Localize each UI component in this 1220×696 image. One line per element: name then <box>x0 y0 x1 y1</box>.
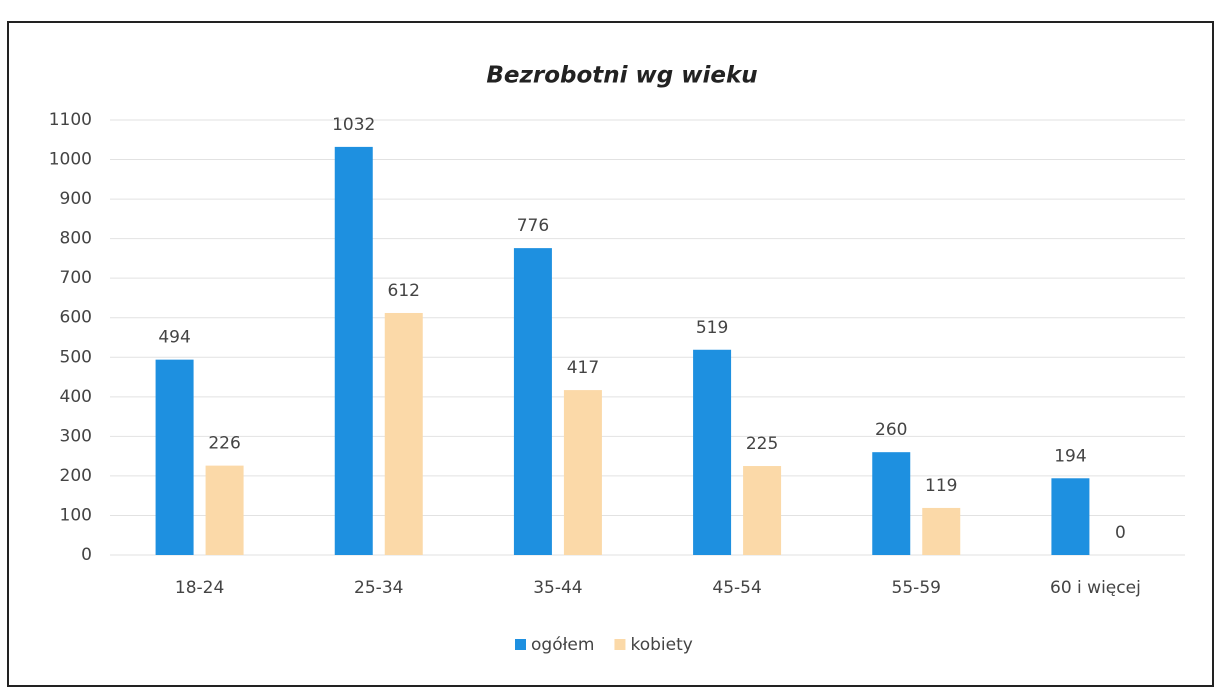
data-label: 417 <box>567 358 599 378</box>
legend-label: ogółem <box>531 635 594 655</box>
data-label: 612 <box>388 281 420 301</box>
bar <box>205 465 244 555</box>
chart-title: Bezrobotni wg wieku <box>486 63 757 89</box>
bar <box>922 507 961 555</box>
data-label: 194 <box>1054 446 1086 466</box>
data-label: 225 <box>746 434 778 454</box>
data-label: 260 <box>875 420 907 440</box>
y-tick-label: 500 <box>60 347 92 367</box>
bar <box>384 312 423 555</box>
bar <box>872 452 911 555</box>
y-tick-label: 200 <box>60 466 92 486</box>
y-tick-label: 1000 <box>49 150 92 170</box>
y-tick-label: 400 <box>60 387 92 407</box>
bar <box>513 248 552 556</box>
y-tick-label: 0 <box>81 545 92 565</box>
data-label: 494 <box>158 328 190 348</box>
chart-frame <box>7 21 1214 687</box>
x-tick-label: 35-44 <box>533 578 582 598</box>
bar <box>334 146 373 555</box>
y-tick-label: 300 <box>60 426 92 446</box>
bar <box>563 390 602 555</box>
x-tick-label: 45-54 <box>712 578 761 598</box>
x-tick-label: 25-34 <box>354 578 403 598</box>
bar <box>155 359 194 555</box>
data-label: 226 <box>208 434 240 454</box>
y-tick-label: 600 <box>60 308 92 328</box>
y-tick-label: 900 <box>60 189 92 209</box>
bar <box>693 349 732 555</box>
x-tick-label: 18-24 <box>175 578 224 598</box>
y-tick-label: 700 <box>60 268 92 288</box>
data-label: 776 <box>517 216 549 236</box>
data-label: 0 <box>1115 523 1126 543</box>
y-tick-label: 1100 <box>49 110 92 130</box>
legend-swatch <box>515 639 526 650</box>
y-tick-label: 100 <box>60 505 92 525</box>
x-tick-label: 55-59 <box>892 578 941 598</box>
x-tick-label: 60 i więcej <box>1050 578 1141 598</box>
bar <box>1051 478 1090 555</box>
data-label: 1032 <box>332 115 375 135</box>
legend-swatch <box>614 639 626 650</box>
data-label: 119 <box>925 476 957 496</box>
y-tick-label: 800 <box>60 229 92 249</box>
data-label: 519 <box>696 318 728 338</box>
bar <box>743 466 782 555</box>
legend-label: kobiety <box>630 635 692 655</box>
